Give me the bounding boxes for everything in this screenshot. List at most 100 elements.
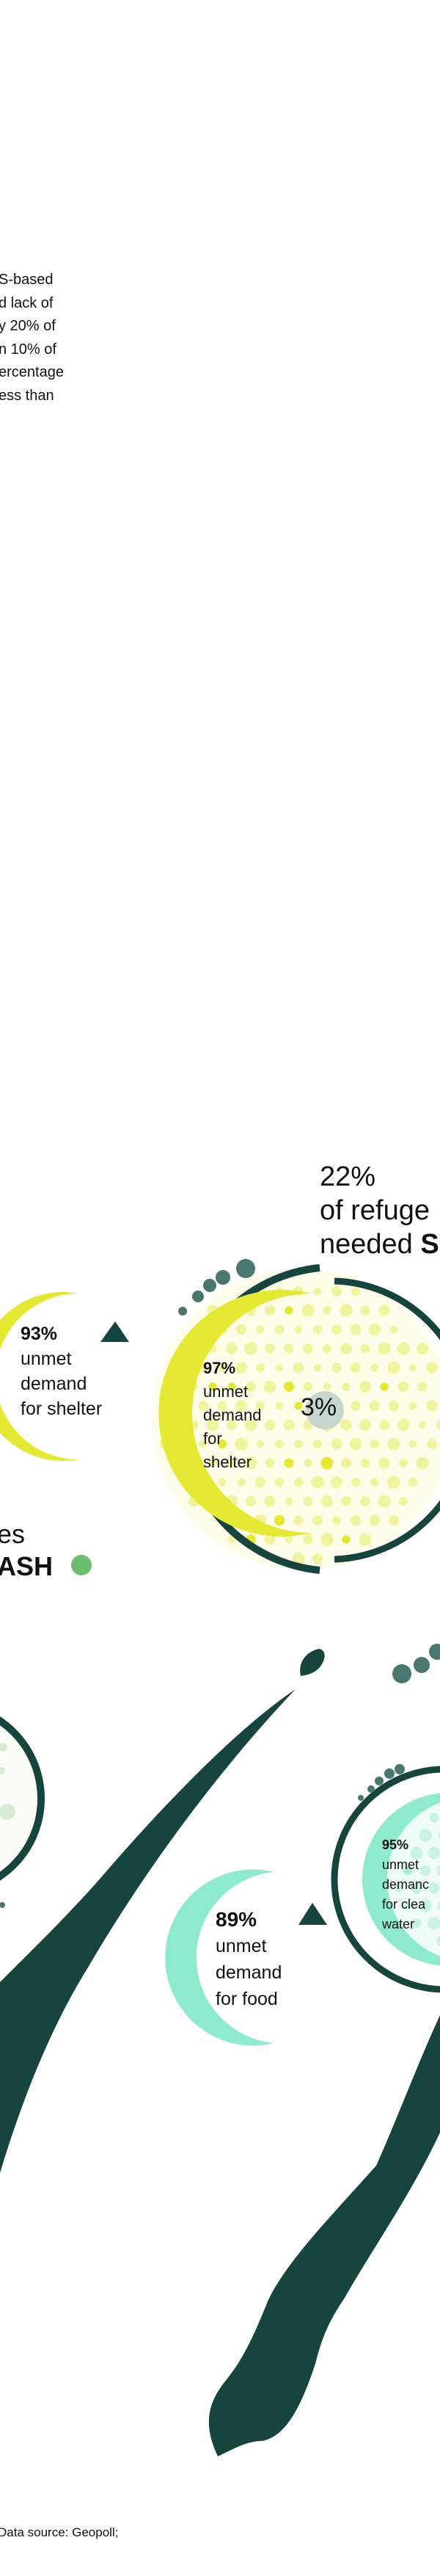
stat-label: water — [382, 1917, 415, 1931]
pattern-dot — [420, 1865, 430, 1876]
pattern-dot — [293, 1515, 304, 1525]
pattern-dot — [428, 1846, 440, 1860]
pattern-dot — [330, 1476, 343, 1489]
pattern-dot — [397, 1381, 409, 1393]
pattern-dot — [410, 1846, 423, 1860]
pattern-dot — [227, 1420, 237, 1430]
pattern-dot — [369, 1514, 381, 1526]
pattern-dot — [331, 1363, 342, 1373]
pattern-dot — [217, 1401, 227, 1411]
pattern-dot — [340, 1343, 352, 1354]
pattern-dot — [349, 1437, 362, 1451]
stat-label: demanc — [382, 1877, 430, 1892]
met-indicator-circle — [306, 1391, 344, 1429]
triangle-up-icon — [100, 1321, 129, 1342]
pattern-dot — [350, 1324, 362, 1335]
pattern-dot — [245, 1381, 257, 1393]
stat-shelter-left: 93% unmet demand for shelter — [21, 1321, 102, 1421]
pattern-dot — [226, 1343, 238, 1354]
pattern-dot — [244, 1418, 257, 1432]
stat-label: unmet — [203, 1382, 249, 1401]
stat-label: for — [203, 1429, 222, 1448]
pattern-dot — [264, 1534, 276, 1545]
pattern-dot — [375, 1777, 384, 1785]
pattern-dot — [285, 1535, 293, 1544]
pattern-dot — [255, 1363, 265, 1373]
pattern-dot — [218, 1363, 227, 1372]
stat-label: unmet — [382, 1857, 419, 1872]
pattern-dot — [303, 1534, 313, 1545]
pattern-dot — [399, 1459, 408, 1467]
shelter-center-crescent — [158, 1290, 312, 1536]
intro-line: ercentage — [0, 364, 64, 380]
pattern-dot — [264, 1305, 276, 1316]
pattern-dot — [313, 1325, 322, 1334]
stat-label: shelter — [203, 1453, 252, 1471]
pattern-dot — [320, 1456, 334, 1470]
pattern-dot — [285, 1497, 293, 1506]
pattern-dot — [342, 1535, 351, 1544]
pattern-dot — [367, 1785, 375, 1793]
pattern-dot — [359, 1533, 372, 1546]
pattern-dot — [436, 1420, 440, 1430]
headline-line: es — [0, 1519, 26, 1549]
pattern-dot — [392, 1664, 411, 1683]
headline-left: es ASH — [0, 1518, 53, 1583]
pattern-dot — [380, 1382, 389, 1391]
pattern-dot — [244, 1456, 257, 1470]
pattern-dot — [265, 1458, 275, 1468]
pattern-dot — [320, 1495, 334, 1508]
pattern-dot — [387, 1437, 400, 1451]
pattern-dot — [303, 1382, 313, 1392]
pattern-dot — [227, 1382, 236, 1391]
pattern-dot — [399, 1497, 408, 1506]
headline-bold: S — [420, 1229, 439, 1260]
pattern-dot — [235, 1324, 247, 1335]
pattern-dot — [359, 1380, 372, 1393]
water-circle — [331, 1764, 440, 1993]
pattern-dot — [436, 1865, 440, 1876]
headline-right: 22% of refuge needed S — [320, 1160, 439, 1261]
pattern-dot — [178, 1307, 187, 1316]
pattern-dot — [284, 1343, 294, 1354]
pattern-dot — [292, 1552, 305, 1565]
pattern-dot — [320, 1533, 334, 1546]
pattern-dot — [370, 1439, 380, 1449]
stat-label: unmet — [216, 1936, 267, 1956]
data-source: Data source: Geopoll; — [0, 2525, 119, 2539]
pattern-dot — [284, 1382, 294, 1392]
pattern-dot — [360, 1343, 370, 1354]
pattern-dot — [438, 1831, 440, 1840]
pattern-dot — [411, 1918, 422, 1929]
pattern-dot — [199, 1440, 208, 1448]
pattern-dot — [369, 1400, 381, 1412]
pattern-dot — [378, 1342, 391, 1355]
pattern-dot — [403, 1865, 413, 1876]
intro-line: n 10% of — [0, 341, 56, 358]
pattern-dot — [0, 1743, 7, 1752]
pattern-dot — [359, 1418, 372, 1432]
pattern-dot — [312, 1515, 323, 1525]
stat-food: 89% unmet demand for food — [216, 1906, 282, 2012]
food-crescent — [165, 1869, 274, 2046]
pattern-dot — [408, 1401, 417, 1410]
pattern-dot — [397, 1418, 410, 1432]
headline-text: needed — [320, 1229, 421, 1260]
pattern-dot — [351, 1477, 361, 1487]
pattern-dot — [416, 1456, 429, 1470]
stat-value: 89% — [216, 1908, 257, 1931]
pattern-dot — [384, 1768, 395, 1779]
pattern-dot — [294, 1440, 303, 1448]
pattern-dot — [227, 1535, 236, 1544]
stat-value: 97% — [203, 1359, 236, 1377]
pattern-dot — [340, 1457, 352, 1469]
pattern-dot — [216, 1270, 230, 1285]
pattern-dot — [395, 1884, 403, 1893]
green-dot-icon — [71, 1555, 92, 1575]
pattern-dot — [341, 1496, 351, 1506]
pattern-dot — [368, 1323, 381, 1336]
pattern-dot — [274, 1514, 285, 1526]
pattern-dot — [437, 1901, 440, 1911]
pattern-dot — [293, 1477, 304, 1487]
